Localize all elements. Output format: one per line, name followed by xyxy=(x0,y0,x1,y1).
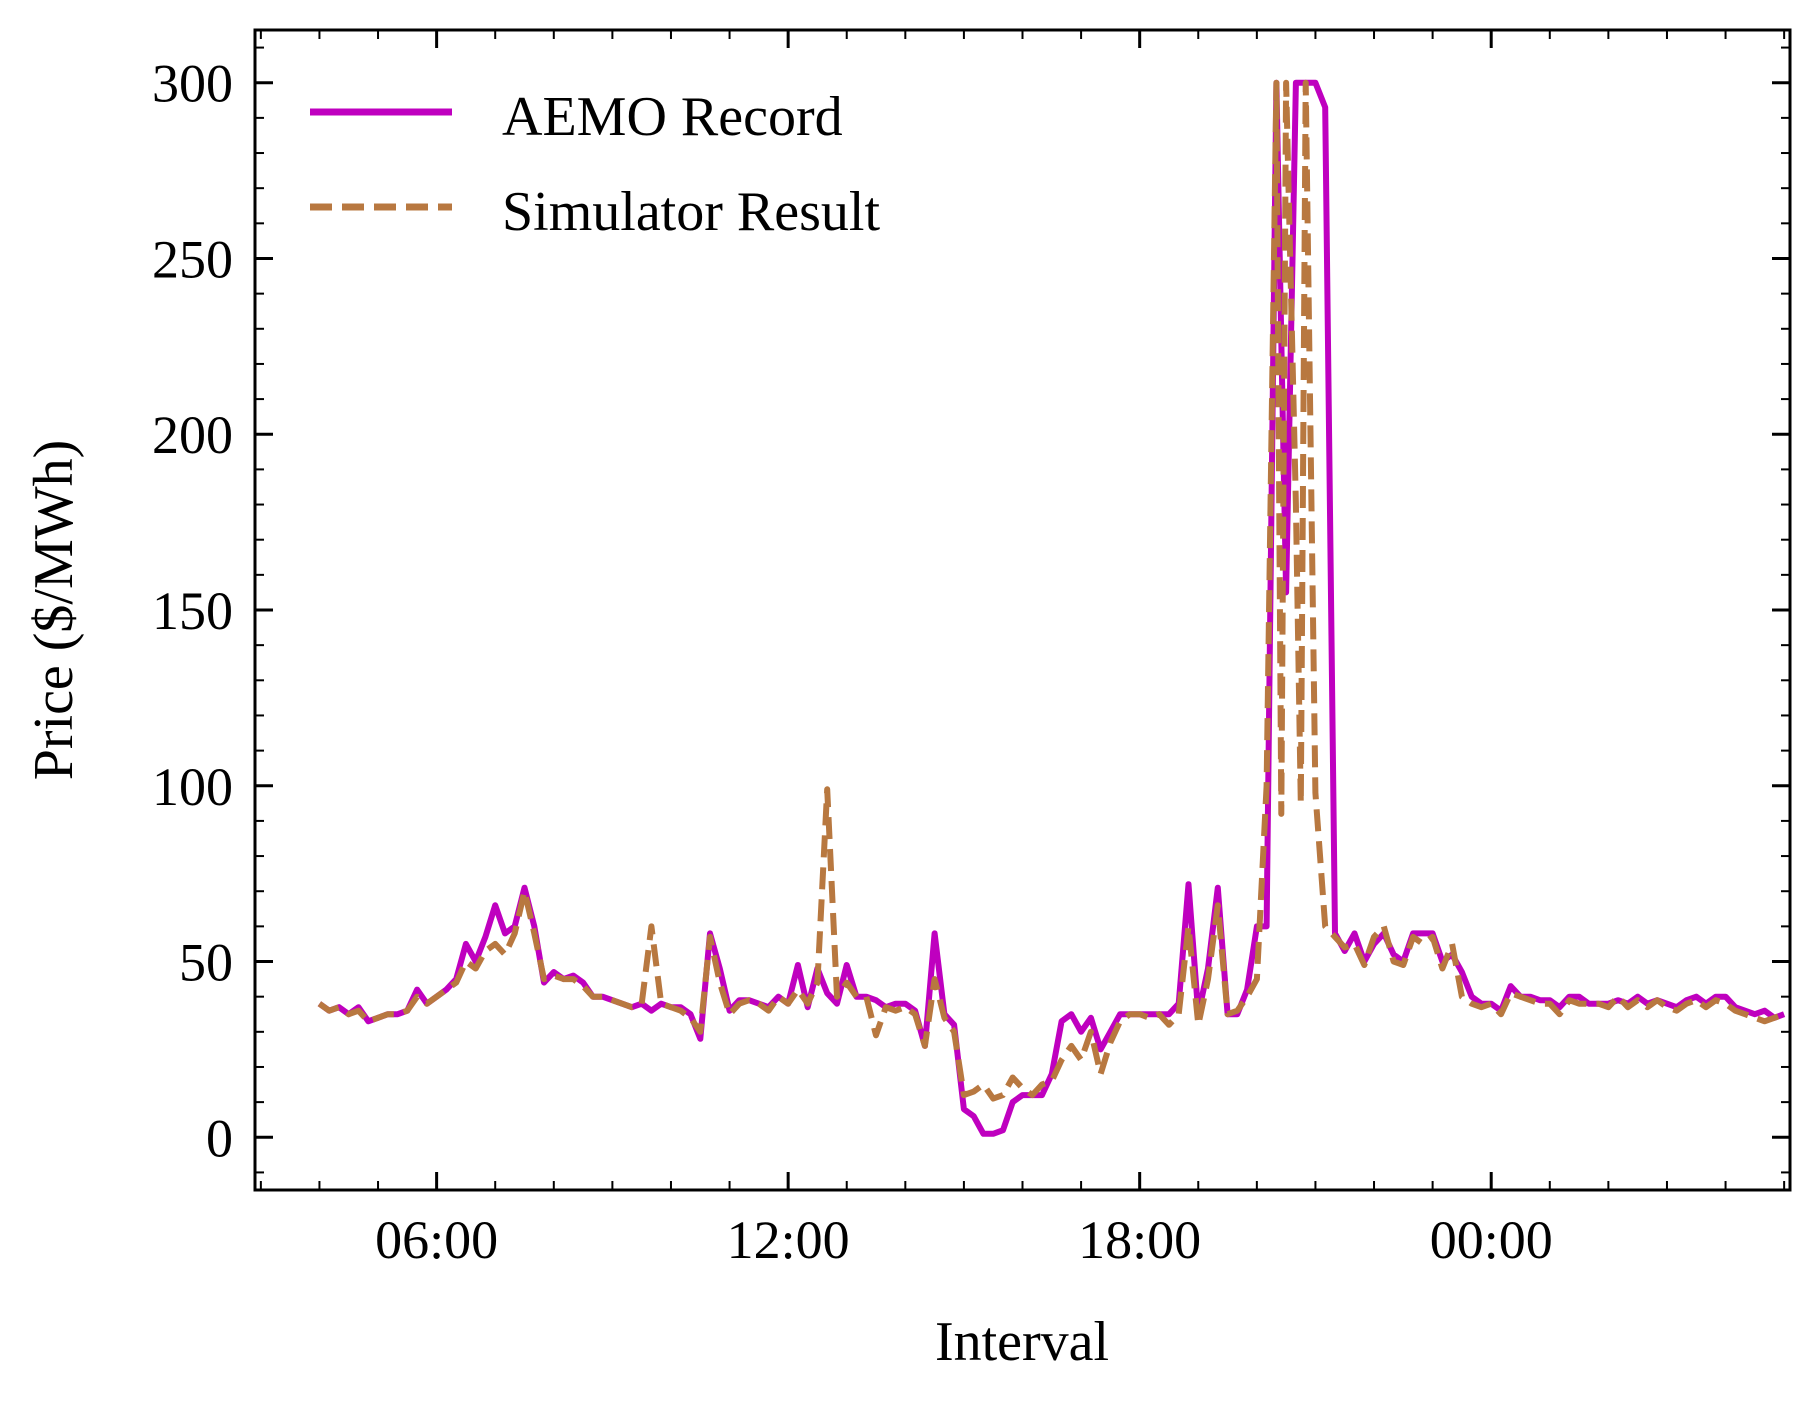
legend-label-aemo-record: AEMO Record xyxy=(502,86,843,148)
series-line-simulator-result xyxy=(317,79,1786,1102)
series-layer xyxy=(317,79,1786,1137)
y-tick-label: 300 xyxy=(152,54,233,114)
y-tick-label: 100 xyxy=(152,757,233,817)
x-tick-label: 06:00 xyxy=(375,1210,498,1270)
x-tick-label: 12:00 xyxy=(727,1210,850,1270)
legend-label-simulator-result: Simulator Result xyxy=(502,181,880,243)
y-tick-label: 50 xyxy=(179,933,233,993)
x-tick-label: 18:00 xyxy=(1078,1210,1201,1270)
y-tick-label: 250 xyxy=(152,229,233,289)
y-axis-label: Price ($/MWh) xyxy=(23,440,85,781)
x-tick-label: 00:00 xyxy=(1430,1210,1553,1270)
y-tick-label: 200 xyxy=(152,405,233,465)
x-axis-label: Interval xyxy=(935,1311,1109,1373)
legend: AEMO Record Simulator Result xyxy=(310,86,880,243)
y-tick-label: 150 xyxy=(152,581,233,641)
axis-ticks: 0 50 100 150 200 250 300 06:00 12:00 18:00 00:00 xyxy=(152,30,1790,1270)
y-tick-label: 0 xyxy=(206,1108,233,1168)
